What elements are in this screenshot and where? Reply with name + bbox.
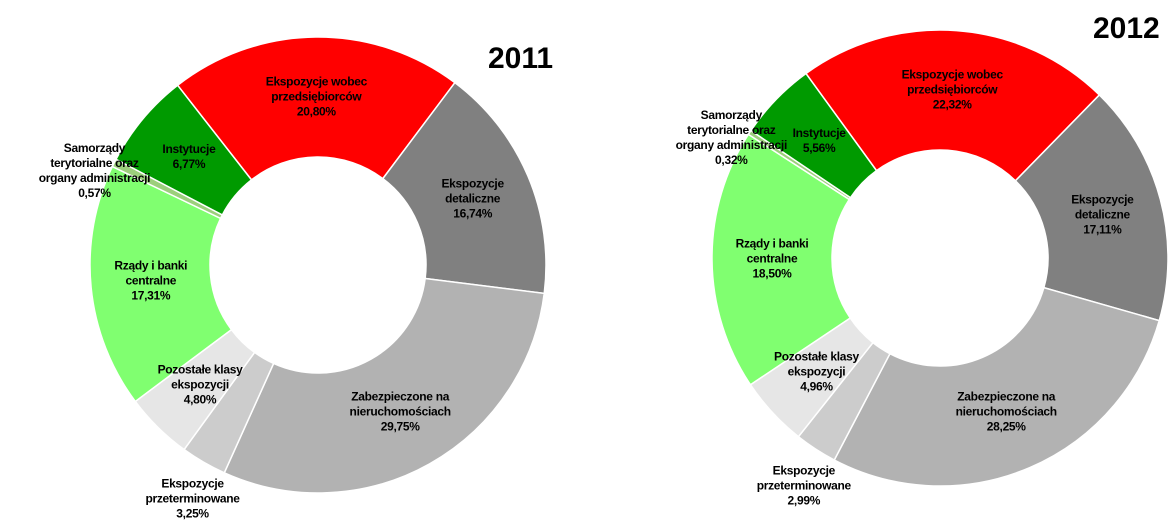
- slice-name: Instytucje: [162, 142, 216, 157]
- slice-name: Rządy i banki centralne: [114, 258, 188, 288]
- slice-name: Rządy i banki centralne: [735, 236, 809, 266]
- donut-slice: [1014, 93, 1169, 322]
- slice-label: Instytucje 6,77%: [131, 142, 246, 172]
- chart-title: 2011: [488, 42, 554, 75]
- slice-label: Ekspozycje przeterminowane 2,99%: [741, 463, 866, 508]
- slice-name: Ekspozycje wobec przedsiębiorców: [901, 67, 1004, 97]
- slice-label: Pozostałe klasy ekspozycji 4,96%: [759, 349, 874, 394]
- slice-label: Samorządy terytorialne oraz organy admin…: [669, 108, 794, 168]
- slice-label: Ekspozycje detaliczne 16,74%: [415, 177, 530, 222]
- slice-name: Ekspozycje wobec przedsiębiorców: [265, 74, 368, 104]
- slice-label: Pozostałe klasy ekspozycji 4,80%: [143, 362, 258, 407]
- slice-value: 5,56%: [802, 141, 836, 156]
- slice-label: Ekspozycje przeterminowane 3,25%: [130, 477, 255, 521]
- slice-value: 4,96%: [800, 379, 833, 394]
- slice-label: Samorządy terytorialne oraz organy admin…: [32, 141, 157, 201]
- slice-value: 6,77%: [172, 157, 206, 172]
- slice-value: 17,31%: [131, 288, 171, 303]
- slice-value: 20,80%: [296, 104, 336, 119]
- slice-name: Samorządy terytorialne oraz organy admin…: [675, 108, 788, 153]
- slice-name: Pozostałe klasy ekspozycji: [157, 362, 243, 392]
- donut-slice: [114, 84, 253, 216]
- slice-label: Zabezpieczone na nieruchomościach 28,25%: [949, 390, 1064, 435]
- slice-label: Rządy i banki centralne 18,50%: [715, 237, 830, 282]
- slice-value: 0,32%: [715, 153, 748, 168]
- slice-value: 28,25%: [986, 419, 1026, 434]
- donut-slice: [711, 133, 852, 386]
- donut-slice: [749, 72, 878, 199]
- slice-name: Ekspozycje przeterminowane: [756, 463, 852, 493]
- slice-name: Ekspozycje przeterminowane: [145, 476, 240, 506]
- donut-slice: [381, 81, 547, 295]
- slice-label: Ekspozycje wobec przedsiębiorców 20,80%: [259, 75, 374, 120]
- slice-label: Ekspozycje detaliczne 17,11%: [1045, 192, 1160, 237]
- slice-label: Ekspozycje wobec przedsiębiorców 22,32%: [895, 68, 1010, 113]
- slice-label: Zabezpieczone na nieruchomościach 29,75%: [343, 389, 458, 434]
- slice-value: 22,32%: [932, 97, 972, 112]
- slice-value: 0,57%: [78, 186, 111, 201]
- slice-value: 17,11%: [1083, 222, 1122, 237]
- slice-name: Ekspozycje detaliczne: [1071, 192, 1134, 222]
- slice-label: Instytucje 5,56%: [762, 126, 877, 156]
- slice-name: Samorządy terytorialne oraz organy admin…: [38, 141, 151, 186]
- donut-slice: [89, 165, 233, 403]
- chart-title: 2012: [1093, 12, 1160, 45]
- slice-name: Pozostałe klasy ekspozycji: [774, 349, 859, 379]
- slice-value: 18,50%: [752, 266, 792, 281]
- slice-value: 2,99%: [787, 493, 821, 508]
- slice-value: 16,74%: [453, 206, 493, 221]
- slice-name: Zabezpieczone na nieruchomościach: [955, 389, 1058, 419]
- donut-slice: [223, 277, 546, 494]
- slice-name: Instytucje: [792, 126, 846, 141]
- donut-slice: [804, 29, 1101, 182]
- slice-name: Ekspozycje detaliczne: [441, 176, 504, 206]
- slice-label: Rządy i banki centralne 17,31%: [93, 259, 208, 304]
- slice-value: 3,25%: [176, 506, 209, 521]
- slice-value: 4,80%: [183, 392, 217, 407]
- slice-value: 29,75%: [380, 419, 420, 434]
- donut-slice: [176, 36, 456, 181]
- donut-slice: [833, 286, 1161, 487]
- slice-name: Zabezpieczone na nieruchomościach: [349, 389, 452, 419]
